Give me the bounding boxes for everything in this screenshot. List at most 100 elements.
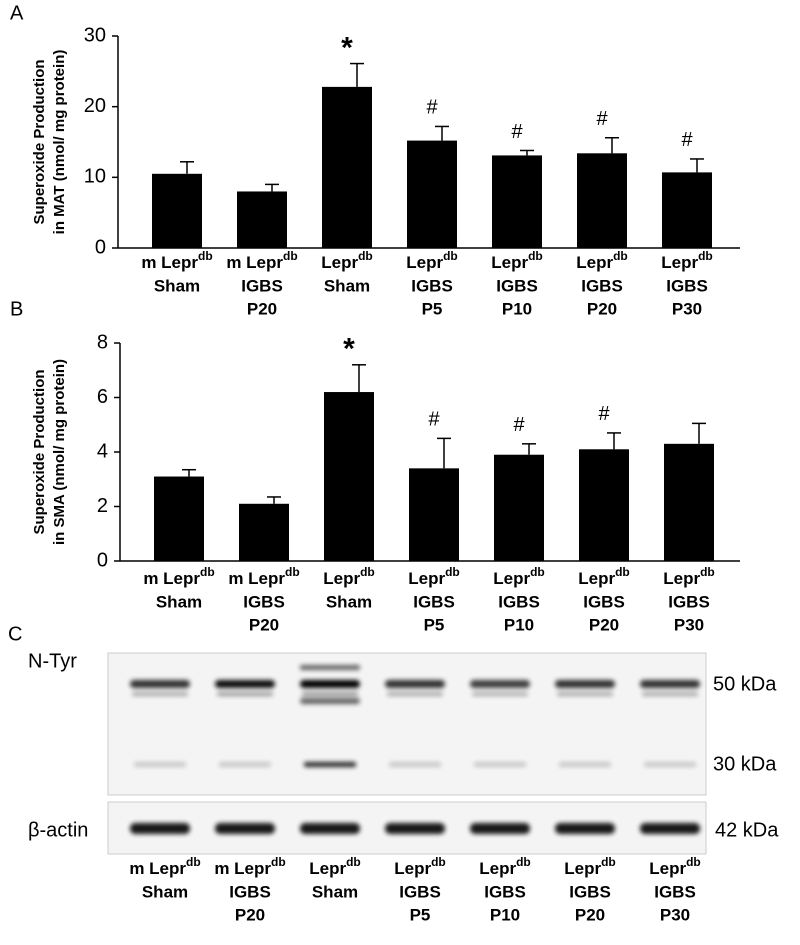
category-label-line: P30 (674, 615, 704, 634)
category-label-line: Sham (312, 882, 358, 901)
category-label-line: Sham (324, 276, 370, 295)
bar (579, 449, 629, 561)
bar (409, 468, 459, 561)
band (302, 692, 358, 696)
band (387, 692, 443, 696)
y-tick-label: 0 (95, 236, 106, 258)
category-label-line: P30 (672, 299, 702, 318)
category-label-sup: db (360, 565, 375, 579)
significance-marker: # (426, 97, 438, 119)
category-label-base: m Lepr (226, 253, 283, 272)
category-label-sup: db (516, 855, 531, 869)
band (304, 762, 356, 767)
band (130, 823, 190, 834)
band (559, 762, 611, 767)
band (300, 665, 360, 670)
category-label-base: m Lepr (228, 569, 285, 588)
category-label-sup: db (530, 565, 545, 579)
category-label-line: Sham (156, 592, 202, 611)
category-label-line: P10 (502, 299, 532, 318)
category-label-line: IGBS (569, 882, 611, 901)
category-label-line: P30 (660, 905, 690, 924)
category-label: m Leprdb (228, 565, 299, 588)
band (470, 823, 530, 834)
category-label-sup: db (200, 565, 215, 579)
category-label-base: m Lepr (214, 859, 271, 878)
band (640, 823, 700, 834)
band (644, 762, 696, 767)
category-label: Leprdb (649, 855, 701, 878)
category-label-base: m Lepr (129, 859, 186, 878)
category-label-line: P10 (504, 615, 534, 634)
bar (237, 191, 287, 248)
category-label-base: Lepr (479, 859, 516, 878)
band (474, 762, 526, 767)
category-label: m Leprdb (214, 855, 285, 878)
band (555, 823, 615, 834)
category-label-sup: db (271, 855, 286, 869)
y-axis-label: in MAT (nmol/ mg protein) (51, 50, 68, 235)
band (134, 762, 186, 767)
category-label-base: Lepr (408, 569, 445, 588)
significance-marker: # (513, 414, 525, 436)
band (300, 823, 360, 834)
y-axis-label: in SMA (nmol/ mg protein) (51, 359, 68, 545)
size-label: 50 kDa (713, 673, 777, 695)
category-label-line: IGBS (229, 882, 271, 901)
category-label-sup: db (698, 249, 713, 263)
category-label-sup: db (445, 565, 460, 579)
row-label: N-Tyr (28, 650, 77, 672)
category-label-sup: db (615, 565, 630, 579)
category-label-sup: db (700, 565, 715, 579)
bar (492, 155, 542, 248)
band (472, 692, 528, 696)
category-label-line: P20 (575, 905, 605, 924)
category-label-line: Sham (142, 882, 188, 901)
y-tick-label: 6 (97, 386, 108, 408)
bar (664, 443, 714, 561)
category-label-base: Lepr (323, 569, 360, 588)
category-label-base: m Lepr (141, 253, 198, 272)
category-label-line: P20 (235, 905, 265, 924)
band (300, 698, 360, 704)
band (555, 680, 615, 688)
category-label: Leprdb (394, 855, 446, 878)
category-label-base: Lepr (661, 253, 698, 272)
category-label-base: Lepr (491, 253, 528, 272)
y-tick-label: 20 (84, 95, 106, 117)
category-label-sup: db (283, 249, 298, 263)
category-label-line: IGBS (654, 882, 696, 901)
category-label-line: IGBS (411, 276, 453, 295)
band (300, 680, 360, 688)
category-label: m Leprdb (143, 565, 214, 588)
category-label: Leprdb (578, 565, 630, 588)
panel-label: C (8, 623, 22, 645)
band (219, 762, 271, 767)
category-label-line: IGBS (496, 276, 538, 295)
y-tick-label: 10 (84, 166, 106, 188)
category-label: Leprdb (493, 565, 545, 588)
band (132, 692, 188, 696)
category-label: Leprdb (321, 249, 373, 272)
category-label-base: Lepr (649, 859, 686, 878)
band (130, 680, 190, 688)
category-label: Leprdb (408, 565, 460, 588)
category-label: Leprdb (564, 855, 616, 878)
bar (662, 172, 712, 248)
band (385, 680, 445, 688)
y-axis-label: Superoxide Production (31, 59, 48, 224)
category-label-base: Lepr (406, 253, 443, 272)
band (215, 680, 275, 688)
category-label-sup: db (686, 855, 701, 869)
category-label-line: IGBS (583, 592, 625, 611)
category-label-line: P20 (587, 299, 617, 318)
category-label: Leprdb (663, 565, 715, 588)
blot-panel (107, 652, 707, 796)
category-label-sup: db (601, 855, 616, 869)
panel-label: A (10, 2, 24, 24)
size-label: 30 kDa (713, 753, 777, 775)
category-label-sup: db (285, 565, 300, 579)
bar (152, 173, 202, 248)
category-label-line: IGBS (498, 592, 540, 611)
